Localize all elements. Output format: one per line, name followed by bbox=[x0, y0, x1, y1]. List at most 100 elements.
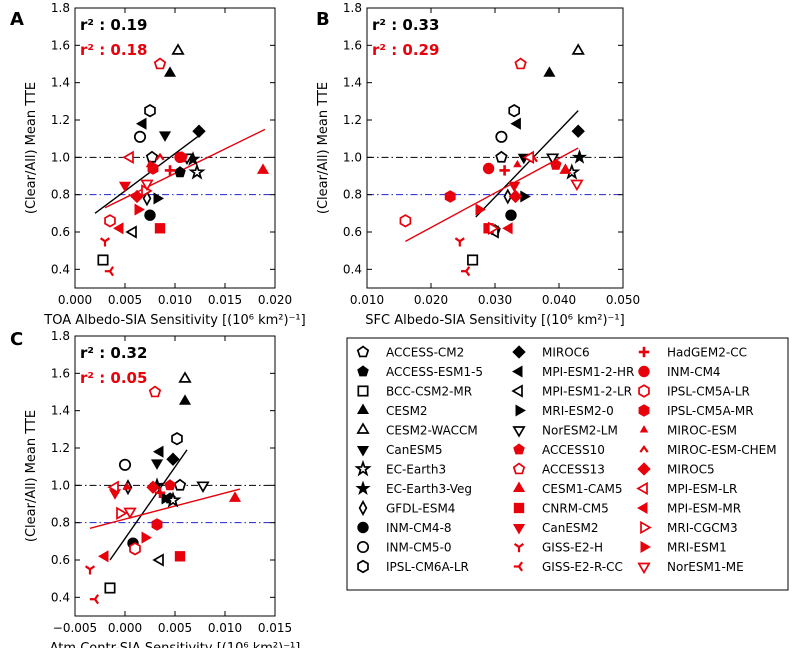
legend-item-access-cm2: ACCESS-CM2 bbox=[356, 345, 464, 360]
point-mpi-esm1-2-hr bbox=[510, 117, 521, 130]
x-tick-label: 0.030 bbox=[478, 293, 512, 307]
point-hadgem2-cc bbox=[499, 165, 510, 176]
fit-line-cmip6 bbox=[94, 134, 201, 214]
point-cesm2-waccm bbox=[171, 43, 185, 55]
legend-item-inm-cm5-0: INM-CM5-0 bbox=[356, 540, 452, 555]
legend-item-cesm2: CESM2 bbox=[356, 403, 428, 418]
point-access10 bbox=[164, 479, 176, 491]
legend-label: INM-CM4 bbox=[667, 365, 721, 379]
legend-marker-access-esm1-5 bbox=[357, 365, 369, 377]
point-miroc5 bbox=[508, 189, 523, 204]
y-tick-label: 0.4 bbox=[343, 262, 362, 276]
point-access10 bbox=[550, 158, 562, 170]
legend-label: INM-CM4-8 bbox=[386, 521, 452, 535]
legend-item-cesm1-cam5: CESM1-CAM5 bbox=[512, 481, 622, 496]
x-tick-label: 0.020 bbox=[258, 293, 292, 307]
point-giss-e2-r-cc bbox=[104, 266, 115, 277]
legend-item-hadgem2-cc: HadGEM2-CC bbox=[638, 346, 747, 360]
point-access13 bbox=[514, 57, 527, 70]
panel-b: B 0.4 0.6 0.8 1.0 1.2 1.4 1.6 1.8 0.010 0.020 0.030… bbox=[316, 1, 640, 328]
point-cesm1-cam5 bbox=[228, 491, 242, 502]
x-tick-label: 0.010 bbox=[350, 293, 384, 307]
panel-label: B bbox=[316, 9, 330, 30]
point-canesm2 bbox=[118, 181, 132, 193]
legend-marker-mpi-esm-lr bbox=[636, 481, 648, 496]
y-tick-label: 0.6 bbox=[51, 225, 70, 239]
point-mri-esm2-0 bbox=[153, 192, 164, 205]
legend-marker-noresm2-lm bbox=[512, 426, 526, 438]
point-noresm2-lm bbox=[196, 481, 210, 493]
point-cesm2 bbox=[543, 66, 556, 77]
point-inm-cm5-0 bbox=[118, 458, 132, 471]
point-mpi-esm-mr bbox=[113, 222, 124, 235]
y-tick-label: 1.2 bbox=[51, 441, 70, 455]
point-giss-e2-h bbox=[84, 565, 96, 575]
point-canesm2 bbox=[508, 181, 521, 193]
legend-label: CanESM2 bbox=[542, 521, 599, 535]
legend-item-bcc-csm2-mr: BCC-CSM2-MR bbox=[357, 385, 472, 399]
legend-item-access13: ACCESS13 bbox=[512, 462, 605, 477]
legend-marker-inm-cm4-8 bbox=[357, 521, 369, 534]
panel-label: A bbox=[10, 9, 24, 30]
y-axis-label: (Clear/All) Mean TTE bbox=[24, 410, 39, 542]
legend-marker-mri-esm2-0 bbox=[515, 404, 526, 417]
legend-label: GFDL-ESM4 bbox=[386, 502, 455, 516]
point-giss-e2-r-cc bbox=[461, 266, 471, 277]
legend-marker-mri-cgcm3 bbox=[640, 520, 652, 535]
y-tick-label: 1.8 bbox=[343, 1, 362, 15]
point-mpi-esm1-2-lr bbox=[125, 225, 137, 239]
y-tick-label: 1.6 bbox=[51, 366, 70, 380]
legend-label: MIROC-ESM-CHEM bbox=[667, 443, 777, 457]
legend-label: CESM2 bbox=[386, 404, 428, 418]
legend-label: ACCESS13 bbox=[542, 463, 605, 477]
legend-label: MPI-ESM1-2-HR bbox=[542, 365, 634, 379]
legend-label: NorESM1-ME bbox=[667, 560, 744, 574]
point-miroc-esm bbox=[145, 159, 155, 168]
legend-item-noresm1-me: NorESM1-ME bbox=[637, 560, 744, 575]
r2-cmip5: r² : 0.18 bbox=[80, 41, 147, 59]
legend-marker-inm-cm5-0 bbox=[356, 540, 370, 554]
legend-item-canesm5: CanESM5 bbox=[356, 443, 443, 457]
x-tick-label: 0.040 bbox=[542, 293, 576, 307]
legend-label: CESM1-CAM5 bbox=[542, 482, 622, 496]
point-mpi-esm-lr bbox=[522, 150, 535, 164]
legend-label: MIROC-ESM bbox=[667, 424, 737, 438]
legend-marker-ipsl-cm5a-mr bbox=[638, 404, 650, 417]
legend-item-inm-cm4-8: INM-CM4-8 bbox=[357, 521, 452, 535]
point-mpi-esm-mr bbox=[502, 222, 513, 235]
point-miroc-esm bbox=[513, 159, 522, 168]
r2-cmip5: r² : 0.05 bbox=[80, 369, 147, 387]
legend-marker-gfdl-esm4 bbox=[358, 499, 368, 517]
legend-item-canesm2: CanESM2 bbox=[512, 521, 599, 535]
x-axis-label: Atm Contr-SIA Sensitivity [(10⁶ km²)⁻¹] bbox=[50, 641, 301, 648]
legend-marker-access10 bbox=[513, 443, 525, 455]
legend-item-mri-cgcm3: MRI-CGCM3 bbox=[640, 520, 738, 535]
point-ipsl-cm5a-lr bbox=[399, 214, 412, 228]
point-ipsl-cm5a-mr bbox=[151, 518, 163, 531]
legend-label: IPSL-CM5A-MR bbox=[667, 404, 754, 418]
legend-item-mpi-esm1-2-lr: MPI-ESM1-2-LR bbox=[511, 384, 632, 399]
legend-item-cnrm-cm5: CNRM-CM5 bbox=[513, 502, 609, 516]
point-inm-cm4-8 bbox=[505, 209, 517, 221]
fit-line-cmip5 bbox=[405, 147, 579, 242]
legend-item-miroc-esm-chem: MIROC-ESM-CHEM bbox=[639, 443, 777, 457]
legend-label: MRI-ESM1 bbox=[667, 541, 727, 555]
point-bcc-csm2-mr bbox=[467, 254, 479, 266]
point-noresm1-me bbox=[140, 179, 154, 192]
point-mri-cgcm3 bbox=[487, 221, 500, 235]
legend-label: EC-Earth3 bbox=[386, 463, 446, 477]
legend-item-miroc5: MIROC5 bbox=[637, 462, 715, 477]
point-inm-cm4 bbox=[174, 151, 186, 164]
legend-marker-cnrm-cm5 bbox=[513, 502, 525, 514]
point-miroc5 bbox=[146, 480, 160, 494]
legend-label: BCC-CSM2-MR bbox=[386, 385, 472, 399]
y-tick-label: 1.0 bbox=[51, 150, 70, 164]
legend-label: INM-CM5-0 bbox=[386, 541, 452, 555]
panel-a: A 0.4 0.6 0.8 1.0 1.2 1.4 1.6 1.8 0.000 0.005 0.010… bbox=[10, 1, 306, 328]
legend-label: MIROC6 bbox=[542, 346, 590, 360]
point-access-esm1-5 bbox=[174, 166, 186, 178]
y-tick-label: 0.8 bbox=[343, 188, 362, 202]
legend-label: MPI-ESM-MR bbox=[667, 502, 741, 516]
legend-marker-access13 bbox=[512, 462, 526, 475]
legend-label: ACCESS-CM2 bbox=[386, 346, 464, 360]
